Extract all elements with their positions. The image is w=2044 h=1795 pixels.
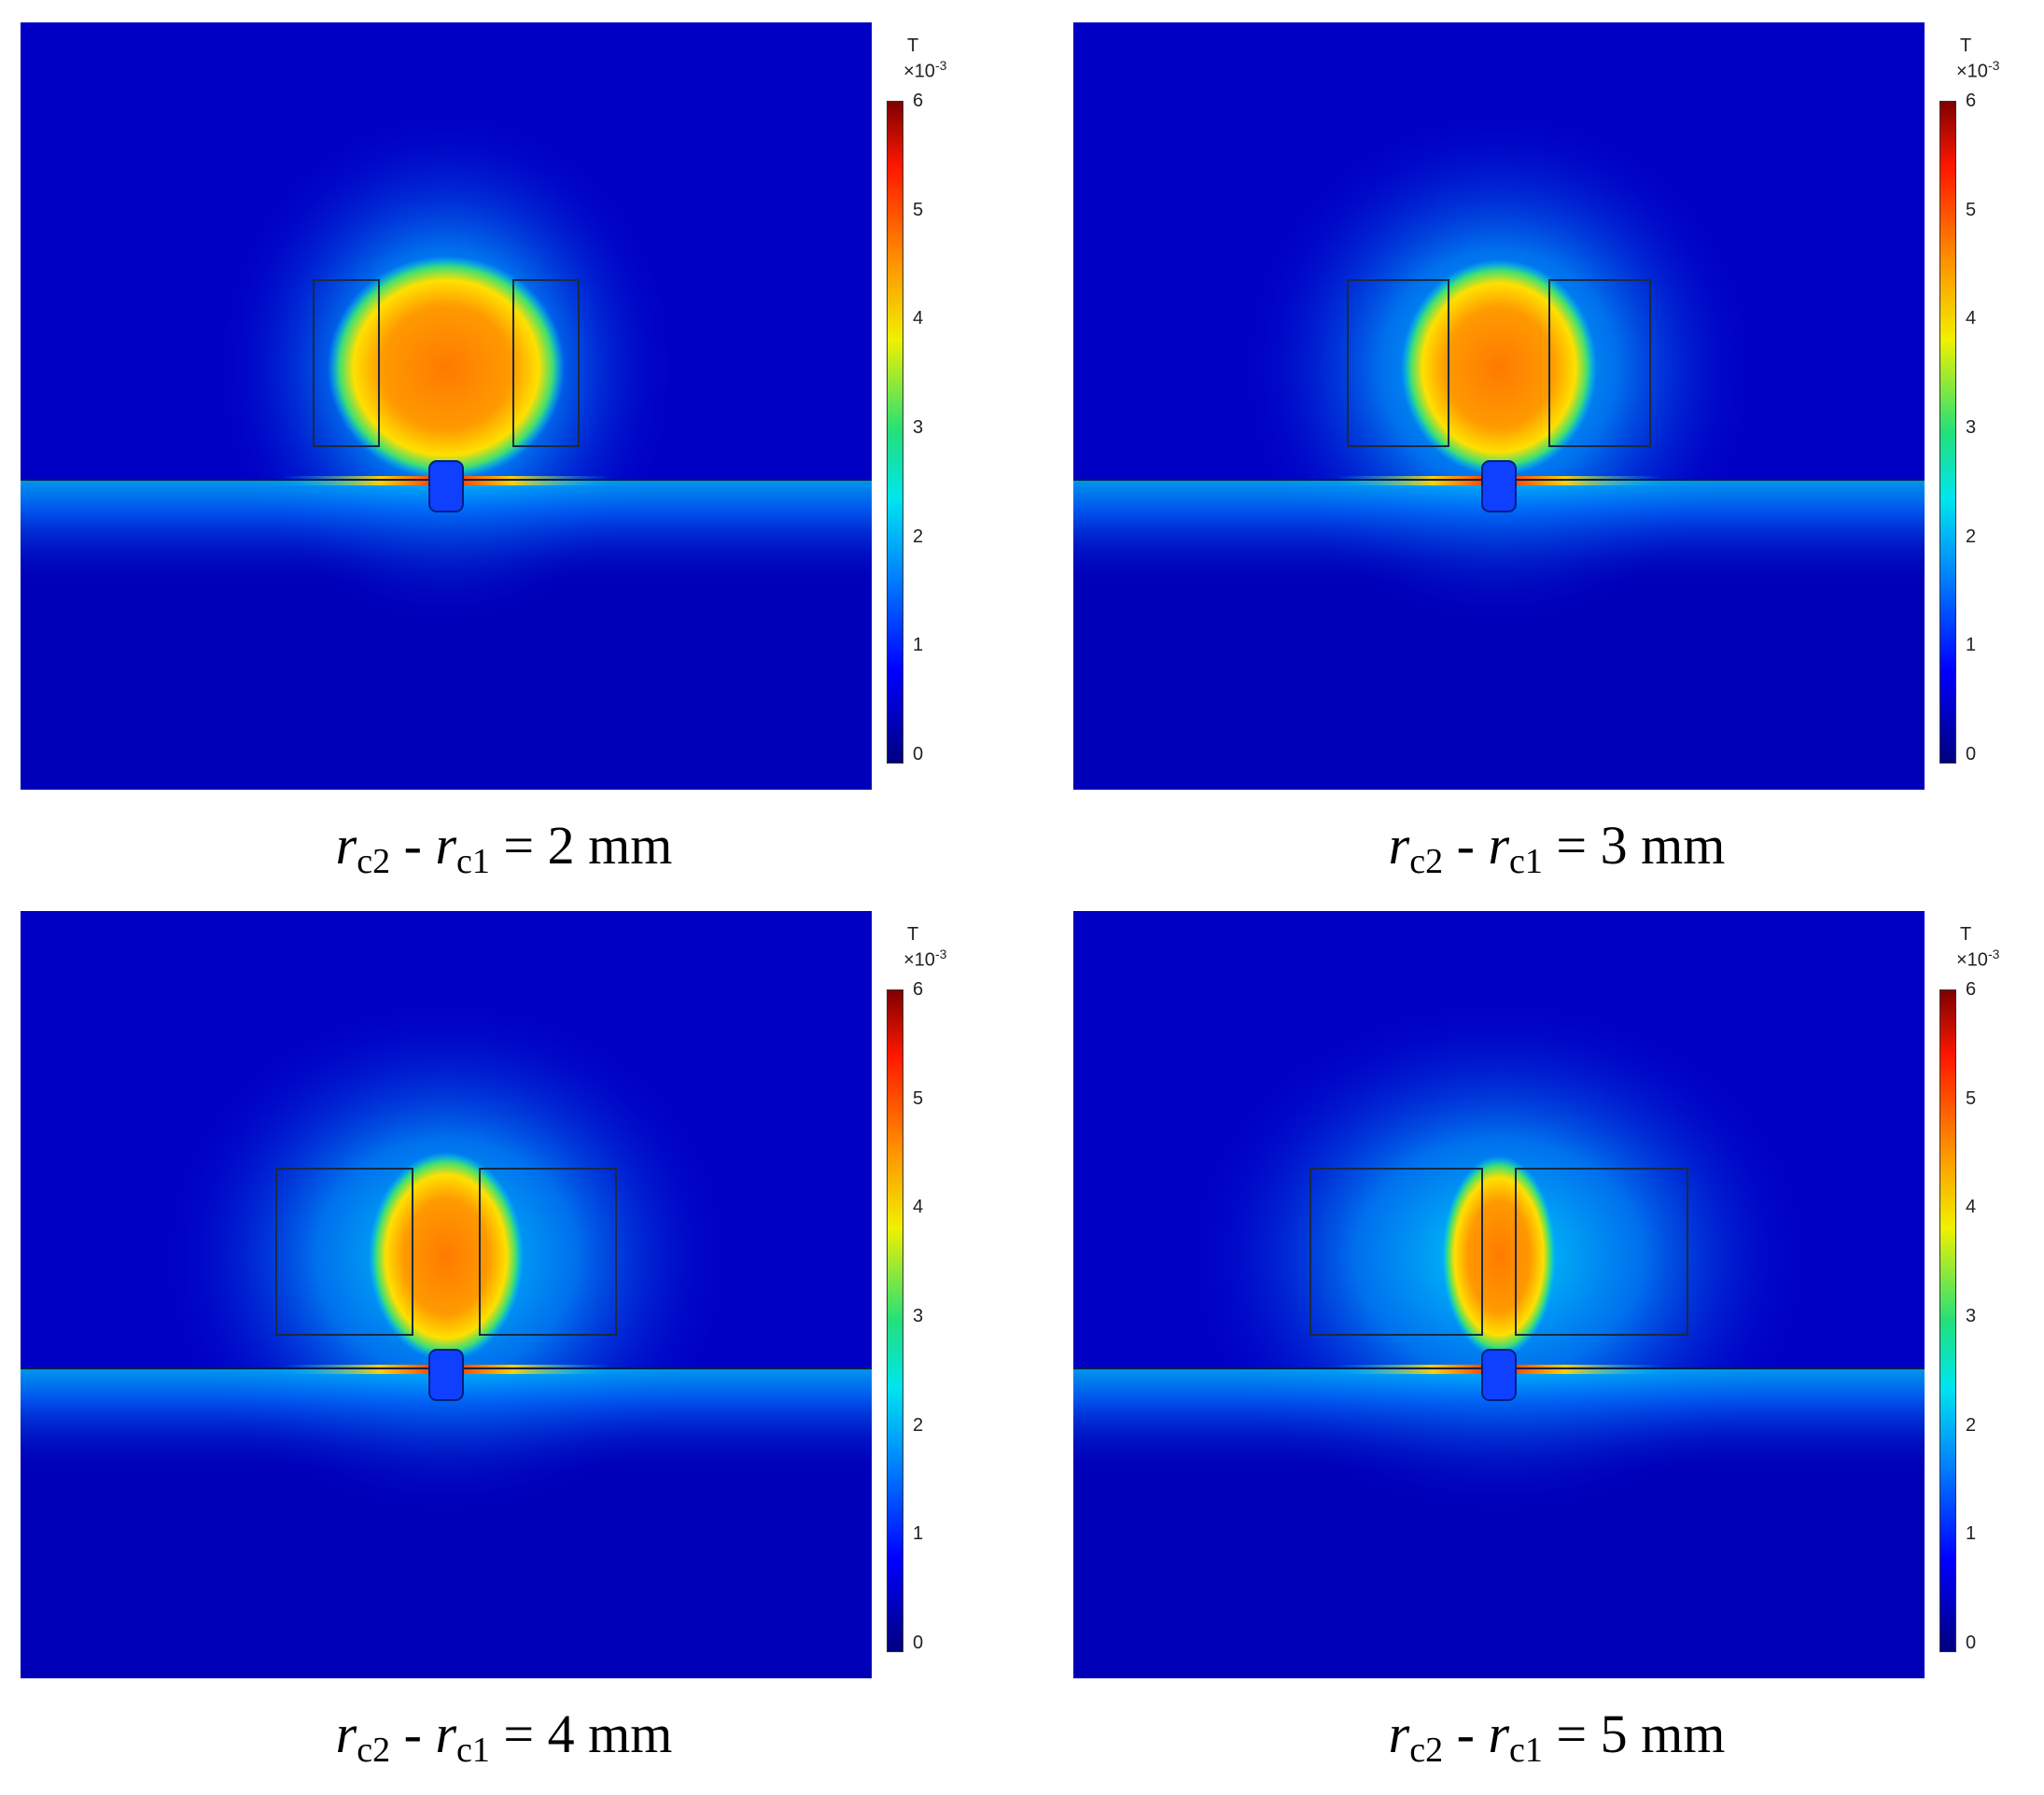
coil-left-outline bbox=[1309, 1168, 1483, 1336]
coil-left-outline bbox=[1347, 279, 1449, 447]
core-field bbox=[1442, 1156, 1556, 1357]
magnetic-field-map bbox=[21, 911, 872, 1678]
colorbar-tick: 6 bbox=[1966, 91, 1977, 111]
coil-left-outline bbox=[275, 1168, 413, 1336]
colorbar-tick: 4 bbox=[913, 1197, 924, 1218]
colorbar bbox=[1939, 101, 1956, 764]
colorbar-tick: 6 bbox=[913, 91, 924, 111]
colorbar-tick: 5 bbox=[1966, 199, 1977, 220]
colorbar-tick: 3 bbox=[1966, 417, 1977, 438]
coil-right-outline bbox=[479, 1168, 617, 1336]
panel-caption: rc2 - rc1 = 2 mm bbox=[335, 815, 673, 881]
field-panel-p3: T ×10-3 0 1 2 3 4 5 6 rc2 - rc1 = 4 mm bbox=[0, 889, 1022, 1786]
field-panel-p2: T ×10-3 0 1 2 3 4 5 6 rc2 - rc1 = 3 mm bbox=[1053, 0, 2044, 897]
field-panel-p4: T ×10-3 0 1 2 3 4 5 6 rc2 - rc1 = 5 mm bbox=[1053, 889, 2044, 1786]
colorbar-tick: 0 bbox=[913, 744, 924, 764]
colorbar-tick: 2 bbox=[913, 526, 924, 547]
colorbar-tick: 2 bbox=[913, 1414, 924, 1436]
colorbar-exponent: ×10-3 bbox=[903, 58, 947, 82]
core-field bbox=[369, 1152, 524, 1361]
colorbar-tick: 6 bbox=[913, 979, 924, 1000]
colorbar-tick: 1 bbox=[913, 635, 924, 656]
colorbar bbox=[887, 101, 903, 764]
colorbar-tick: 1 bbox=[1966, 1523, 1977, 1545]
colorbar-tick: 3 bbox=[913, 1306, 924, 1326]
colorbar-tick: 5 bbox=[913, 199, 924, 220]
colorbar-exponent: ×10-3 bbox=[903, 947, 947, 971]
colorbar-tick: 2 bbox=[1966, 526, 1977, 547]
field-plot bbox=[21, 911, 872, 1678]
colorbar-tick: 3 bbox=[1966, 1306, 1977, 1326]
colorbar-tick: 5 bbox=[1966, 1087, 1977, 1109]
colorbar-tick: 6 bbox=[1966, 979, 1977, 1000]
panel-caption: rc2 - rc1 = 3 mm bbox=[1388, 815, 1726, 881]
panel-caption: rc2 - rc1 = 5 mm bbox=[1388, 1704, 1726, 1770]
colorbar-tick: 4 bbox=[913, 308, 924, 330]
core-field bbox=[328, 256, 565, 480]
colorbar-tick: 3 bbox=[913, 417, 924, 438]
colorbar-exponent: ×10-3 bbox=[1956, 947, 2000, 971]
field-plot bbox=[21, 22, 872, 790]
colorbar-unit: T bbox=[907, 924, 919, 945]
colorbar-tick: 4 bbox=[1966, 1197, 1977, 1218]
colorbar-tick: 2 bbox=[1966, 1414, 1977, 1436]
coil-right-outline bbox=[1515, 1168, 1688, 1336]
magnetic-field-map bbox=[21, 22, 872, 790]
colorbar-tick: 5 bbox=[913, 1087, 924, 1109]
colorbar-tick: 0 bbox=[1966, 1633, 1977, 1653]
field-panel-p1: T ×10-3 0 1 2 3 4 5 6 rc2 - rc1 = 2 mm bbox=[0, 0, 1022, 897]
colorbar bbox=[887, 989, 903, 1652]
colorbar bbox=[1939, 989, 1956, 1652]
core-tip bbox=[428, 1349, 464, 1401]
coil-right-outline bbox=[1548, 279, 1651, 447]
magnetic-field-map bbox=[1073, 911, 1925, 1678]
core-tip bbox=[1481, 1349, 1517, 1401]
coil-right-outline bbox=[512, 279, 580, 447]
colorbar-tick: 0 bbox=[1966, 744, 1977, 764]
core-field bbox=[1401, 259, 1597, 476]
colorbar-tick: 4 bbox=[1966, 308, 1977, 330]
coil-left-outline bbox=[313, 279, 380, 447]
core-tip bbox=[1481, 460, 1517, 512]
colorbar-unit: T bbox=[1960, 35, 1972, 56]
colorbar-unit: T bbox=[907, 35, 919, 56]
colorbar-tick: 1 bbox=[913, 1523, 924, 1545]
magnetic-field-map bbox=[1073, 22, 1925, 790]
colorbar-tick: 0 bbox=[913, 1633, 924, 1653]
panel-caption: rc2 - rc1 = 4 mm bbox=[335, 1704, 673, 1770]
field-plot bbox=[1073, 22, 1925, 790]
colorbar-exponent: ×10-3 bbox=[1956, 58, 2000, 82]
core-tip bbox=[428, 460, 464, 512]
colorbar-unit: T bbox=[1960, 924, 1972, 945]
field-plot bbox=[1073, 911, 1925, 1678]
colorbar-tick: 1 bbox=[1966, 635, 1977, 656]
